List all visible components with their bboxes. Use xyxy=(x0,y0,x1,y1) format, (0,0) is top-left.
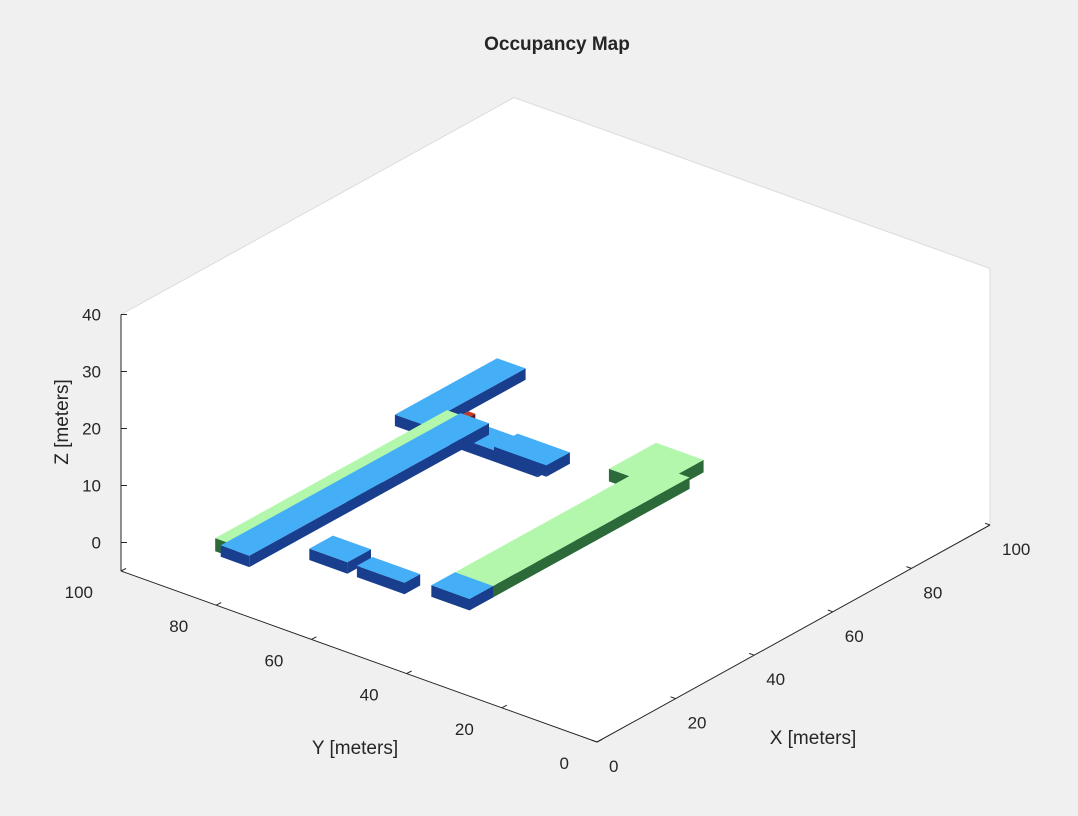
voxel-u-end-side-face xyxy=(404,574,421,595)
x-tick-label: 20 xyxy=(688,714,707,733)
voxel-layer xyxy=(215,358,704,611)
y-tick-label: 80 xyxy=(169,617,188,636)
y-tick-40 xyxy=(406,670,412,675)
x-tick-label: 100 xyxy=(1002,540,1030,559)
voxel-u-bottom-top-face xyxy=(309,535,371,563)
x-tick-label: 80 xyxy=(923,583,942,602)
voxel-u-bottom xyxy=(309,535,371,574)
voxel-corner-cap-top-face xyxy=(494,433,570,466)
voxel-right-strip-start-top-face xyxy=(431,572,494,599)
voxel-long-strip-inner-end-face xyxy=(220,545,250,568)
voxel-u-end-top-face xyxy=(356,557,421,583)
y-tick-20 xyxy=(501,704,508,709)
z-tick-label: 40 xyxy=(82,306,101,325)
voxel-corner-cap xyxy=(494,433,570,477)
box-edge xyxy=(513,97,991,269)
z-tick-label: 0 xyxy=(92,534,101,553)
voxel-right-strip-start-side-face xyxy=(469,586,494,611)
voxel-right-strip-start xyxy=(431,572,494,611)
x-axis-line xyxy=(596,524,991,743)
box-edge xyxy=(120,97,515,315)
voxel-right-strip-top-face xyxy=(431,463,690,599)
chart-title: Occupancy Map xyxy=(484,34,630,55)
tick-layer: 0 20 40 60 80 100 0 20 40 60 80 100 0 10 20 30 40 xyxy=(65,306,1031,777)
voxel-right-strip-side-face xyxy=(469,477,690,611)
z-tick-label: 10 xyxy=(82,477,101,496)
z-tick-label: 30 xyxy=(82,363,101,382)
voxel-long-strip-inner-side-face xyxy=(249,423,489,568)
voxel-long-strip-outer-top-face xyxy=(394,358,526,425)
y-tick-100 xyxy=(120,567,127,572)
x-tick-label: 0 xyxy=(609,757,618,776)
y-tick-label: 60 xyxy=(264,651,283,670)
x-tick-60 xyxy=(827,609,833,613)
x-tick-100 xyxy=(984,522,991,526)
voxel-right-strip-start-end-face xyxy=(431,585,470,611)
y-tick-label: 0 xyxy=(560,754,569,773)
x-tick-80 xyxy=(906,566,912,569)
voxel-u-bottom-side-face xyxy=(347,549,371,574)
x-axis-label: X [meters] xyxy=(770,728,857,749)
voxel-u-end xyxy=(356,557,421,595)
axes-background xyxy=(121,97,990,742)
x-tick-label: 40 xyxy=(766,670,785,689)
y-tick-label: 20 xyxy=(455,720,474,739)
z-tick-label: 20 xyxy=(82,420,101,439)
x-tick-label: 60 xyxy=(845,627,864,646)
y-axis-line xyxy=(120,570,598,743)
x-tick-0 xyxy=(591,739,598,743)
voxel-long-strip-inner-top-face xyxy=(220,413,489,556)
x-tick-40 xyxy=(749,652,755,656)
voxel-corner-cap-side-face xyxy=(546,452,570,477)
x-tick-20 xyxy=(670,696,676,700)
y-tick-60 xyxy=(311,636,317,640)
y-axis-label: Y [meters] xyxy=(312,738,398,759)
y-tick-80 xyxy=(215,602,222,606)
voxel-long-strip-inner xyxy=(220,413,489,568)
y-tick-label: 100 xyxy=(65,583,93,602)
voxel-u-end-end-face xyxy=(356,565,405,595)
voxel-corner-cap-end-face xyxy=(494,446,547,477)
z-axis-label: Z [meters] xyxy=(52,379,73,465)
axes-3d[interactable] xyxy=(120,97,991,743)
y-tick-label: 40 xyxy=(360,686,379,705)
voxel-green-corridor-top-face xyxy=(215,410,459,543)
voxel-u-bottom-end-face xyxy=(309,548,348,574)
y-tick-0 xyxy=(596,738,603,743)
